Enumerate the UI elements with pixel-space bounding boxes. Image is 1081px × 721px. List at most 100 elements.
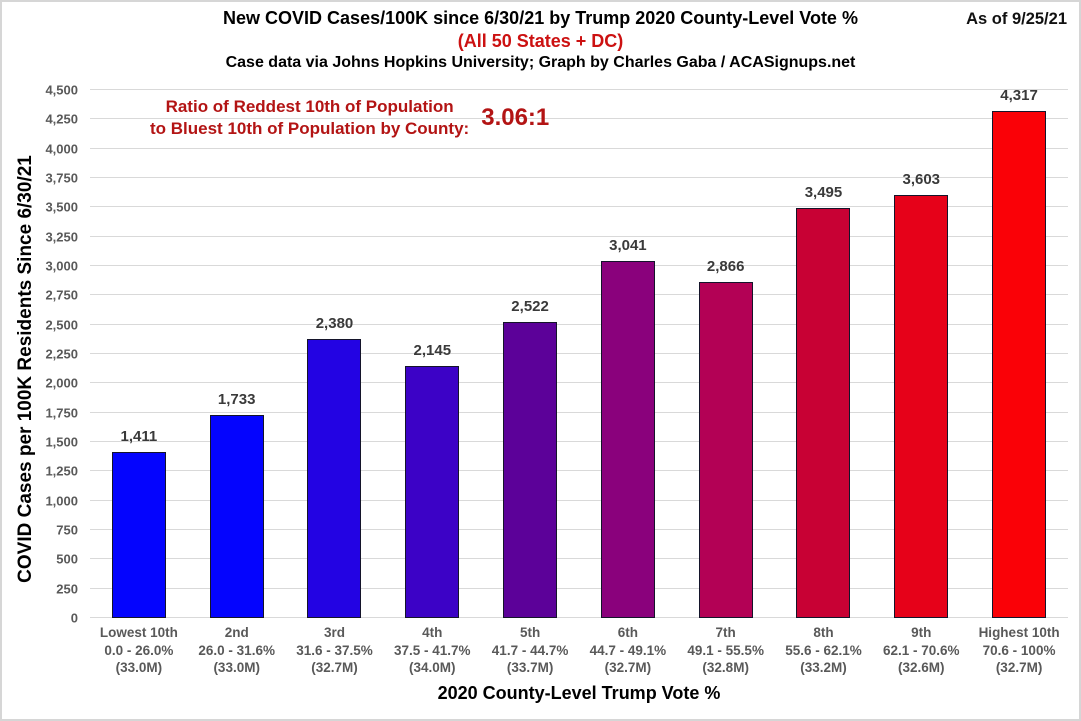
y-axis-ticks: 0 250 500 750 1,000 1,250 1,500 1,750 2,000 2,250…	[10, 83, 90, 626]
gridline	[90, 206, 1068, 208]
y-tick-label: 0	[70, 610, 78, 626]
x-tick-range: 55.6 - 62.1%	[785, 642, 862, 658]
y-tick-label: 1,750	[45, 405, 78, 421]
bar	[992, 111, 1047, 618]
ratio-annotation-text: Ratio of Reddest 10th of Population to B…	[150, 96, 469, 141]
bar-value-label: 2,522	[511, 298, 549, 316]
y-tick-label: 3,500	[45, 199, 78, 215]
y-tick-label: 500	[56, 551, 78, 567]
gridline	[90, 89, 1068, 90]
bar-column: 3,041	[579, 90, 677, 618]
x-tick-range: 62.1 - 70.6%	[882, 642, 960, 658]
y-tick-label: 3,000	[45, 258, 78, 274]
x-tick-decile: Lowest 10th	[99, 625, 178, 640]
bar-column: 3,603	[872, 90, 970, 618]
x-tick-decile: 5th	[519, 625, 541, 640]
ratio-annotation-line2: to Bluest 10th of Population by County:	[150, 119, 470, 139]
gridline	[90, 558, 1068, 560]
bar	[405, 366, 460, 618]
gridline	[90, 323, 1068, 325]
x-tick-population: (32.7M)	[311, 660, 358, 676]
x-tick-range: 41.7 - 44.7%	[491, 642, 569, 658]
gridline	[90, 499, 1068, 501]
bar	[894, 195, 949, 618]
bar	[209, 414, 264, 618]
y-tick-label: 1,500	[45, 434, 78, 450]
x-tick-decile: 6th	[617, 625, 638, 640]
x-tick-label: 8th 55.6 - 62.1% (33.2M)	[775, 624, 873, 677]
y-tick-label: 1,000	[45, 493, 78, 509]
x-tick-decile: 2nd	[224, 625, 249, 640]
bar-value-label: 3,603	[902, 171, 941, 189]
x-tick-population: (33.2M)	[800, 660, 847, 676]
x-tick-decile: 8th	[813, 625, 834, 640]
gridline	[90, 441, 1068, 442]
chart-credit-line: Case data via Johns Hopkins University; …	[225, 54, 856, 71]
x-tick-population: (34.0M)	[409, 660, 456, 676]
x-tick-label: Highest 10th 70.6 - 100% (32.7M)	[970, 624, 1068, 677]
y-tick-label: 2,250	[45, 346, 78, 362]
bar-value-label: 3,495	[804, 183, 843, 201]
bar-column: 1,411	[90, 90, 188, 618]
gridline	[90, 265, 1068, 266]
x-tick-decile: 3rd	[323, 625, 345, 640]
x-tick-range: 26.0 - 31.6%	[198, 642, 275, 658]
bar-column: 2,866	[677, 90, 775, 618]
gridline	[90, 177, 1068, 178]
bar-series: 1,411 1,733 2,380 2,145 2,522 3,041 2,866 3,495…	[90, 87, 1068, 618]
bar-column: 2,380	[286, 90, 384, 618]
x-tick-range: 37.5 - 41.7%	[394, 642, 471, 658]
bar-value-label: 3,041	[609, 237, 647, 255]
chart-subtitle: (All 50 States + DC)	[457, 31, 624, 51]
bar	[600, 261, 655, 618]
bar	[503, 322, 558, 618]
x-tick-range: 31.6 - 37.5%	[296, 642, 373, 658]
y-tick-label: 1,250	[45, 463, 78, 479]
y-tick-label: 3,750	[45, 170, 78, 186]
y-tick-label: 4,000	[45, 141, 78, 157]
x-tick-population: (32.8M)	[702, 660, 749, 676]
chart-title: New COVID Cases/100K since 6/30/21 by Tr…	[223, 8, 858, 28]
x-tick-decile: 9th	[911, 625, 932, 640]
gridline	[90, 235, 1068, 237]
x-tick-range: 70.6 - 100%	[982, 642, 1056, 658]
x-tick-population: (33.0M)	[213, 660, 260, 676]
gridline	[90, 411, 1068, 413]
gridline	[90, 617, 1068, 618]
x-tick-population: (32.6M)	[898, 660, 945, 676]
y-tick-label: 250	[56, 581, 78, 597]
bar-column: 2,522	[481, 90, 579, 618]
x-tick-decile: 4th	[422, 625, 443, 640]
x-tick-label: 3rd 31.6 - 37.5% (32.7M)	[286, 624, 384, 677]
bar-column: 2,145	[383, 90, 481, 618]
x-tick-range: 44.7 - 49.1%	[589, 642, 667, 658]
bar-value-label: 1,733	[217, 390, 256, 408]
x-tick-decile: Highest 10th	[978, 625, 1060, 640]
x-tick-population: (32.7M)	[995, 660, 1043, 676]
bar-column: 4,317	[970, 87, 1068, 618]
x-axis-title: 2020 County-Level Trump Vote %	[437, 683, 721, 703]
x-tick-range: 49.1 - 55.5%	[687, 642, 764, 658]
bar	[796, 207, 851, 618]
y-tick-label: 3,250	[45, 229, 78, 245]
y-tick-label: 2,000	[45, 375, 78, 391]
x-tick-label: 4th 37.5 - 41.7% (34.0M)	[383, 624, 481, 677]
x-tick-range: 0.0 - 26.0%	[104, 642, 174, 658]
plot-area: 0 250 500 750 1,000 1,250 1,500 1,750 2,000 2,250…	[45, 83, 1068, 626]
x-axis-labels: Lowest 10th 0.0 - 26.0% (33.0M) 2nd 26.0 - 3…	[90, 624, 1068, 677]
gridline	[90, 470, 1068, 472]
bar-value-label: 4,317	[1000, 87, 1038, 105]
x-tick-label: 7th 49.1 - 55.5% (32.8M)	[677, 624, 775, 677]
bar-column: 3,495	[775, 90, 873, 618]
gridline	[90, 118, 1068, 120]
bar-value-label: 2,380	[315, 314, 354, 332]
ratio-value: 3.06:1	[481, 104, 550, 132]
bar	[111, 452, 166, 618]
ratio-annotation: Ratio of Reddest 10th of Population to B…	[150, 96, 549, 141]
gridline	[90, 587, 1068, 589]
y-tick-label: 4,500	[45, 82, 78, 98]
y-tick-label: 750	[56, 522, 78, 538]
bar-column: 1,733	[188, 90, 286, 618]
x-tick-population: (33.0M)	[115, 660, 163, 676]
bar	[698, 281, 753, 618]
